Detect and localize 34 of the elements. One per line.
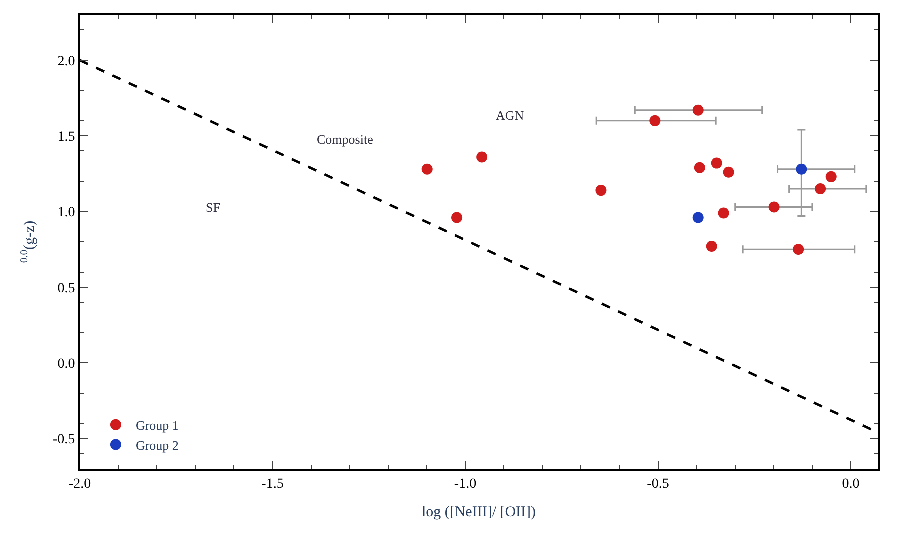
x-tick-label: -2.0 [68, 476, 92, 492]
point [796, 164, 808, 175]
y-tick-label: 0.0 [58, 356, 76, 372]
point [706, 241, 718, 252]
point [793, 244, 804, 256]
point [711, 158, 722, 169]
point [596, 185, 607, 196]
point [826, 171, 837, 182]
point [452, 212, 463, 224]
point [718, 208, 730, 219]
x-tick-label: -1.5 [262, 476, 284, 492]
x-tick-label: -0.5 [647, 476, 670, 492]
x-axis-title: log ([NeIII]/ [OII]) [422, 504, 536, 520]
point [422, 164, 433, 175]
point [692, 104, 704, 116]
point [768, 202, 780, 213]
y-tick-label: 1.5 [58, 130, 76, 145]
y-tick-label: -0.5 [53, 432, 76, 448]
annotation: AGN [496, 108, 525, 123]
point [476, 152, 488, 163]
annotation: Composite [317, 132, 374, 147]
point [650, 115, 661, 126]
y-tick-label: 1.0 [58, 206, 76, 221]
point [723, 166, 734, 178]
legend-label: Group 2 [136, 438, 179, 453]
point [692, 212, 704, 224]
annotation: SF [206, 200, 220, 215]
point [694, 162, 706, 174]
point [815, 184, 826, 195]
legend-label: Group 1 [136, 418, 179, 433]
x-tick-label: -1.0 [454, 476, 477, 492]
y-tick-label: 0.5 [58, 281, 76, 296]
y-tick-label: 2.0 [58, 54, 76, 70]
x-tick-label: 0.0 [842, 476, 860, 492]
